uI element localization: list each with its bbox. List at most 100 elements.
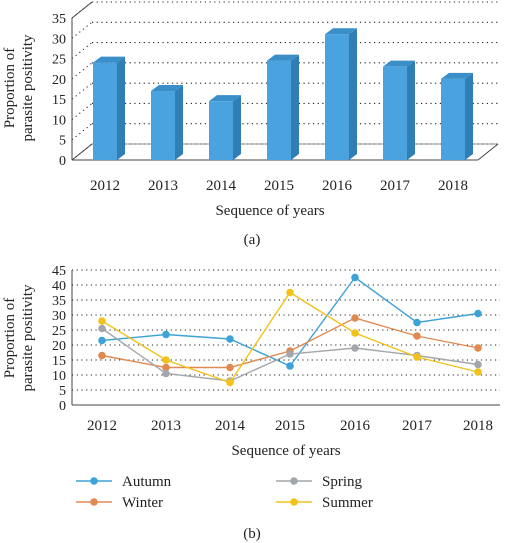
x-tick-label: 2013: [151, 418, 181, 434]
legend-swatch-marker: [90, 477, 98, 485]
legend-label: Spring: [322, 474, 363, 490]
data-point: [351, 273, 359, 282]
y-tick-label: 35: [52, 12, 66, 27]
data-point: [286, 288, 294, 297]
y-tick-label: 5: [59, 134, 66, 149]
bar: [267, 54, 299, 160]
bar-top: [209, 95, 241, 102]
y-axis-title: Proportion of parasite positivity: [2, 284, 36, 392]
y-tick-label: 5: [59, 384, 66, 399]
data-point: [98, 336, 106, 345]
x-tick-label: 2012: [87, 418, 117, 434]
bar-side: [291, 54, 299, 160]
series-spring: [98, 324, 482, 385]
y-tick-label: 10: [52, 113, 66, 128]
x-tick-label: 2018: [438, 178, 468, 194]
x-tick-label: 2015: [275, 418, 305, 434]
data-point: [162, 363, 170, 372]
x-tick-label: 2016: [340, 418, 371, 434]
data-point: [413, 353, 421, 361]
bar: [441, 72, 473, 160]
bar-front: [209, 101, 233, 160]
data-point: [351, 329, 359, 337]
y-tick-label: 40: [52, 279, 66, 294]
bar-side: [465, 72, 473, 160]
y-tick-label: 30: [52, 32, 66, 47]
frame-floor-edge: [71, 143, 93, 161]
bar-side: [349, 28, 357, 160]
bar-top: [267, 54, 299, 61]
y-tick-label: 30: [52, 309, 66, 324]
y-axis-title-line: parasite positivity: [20, 284, 36, 392]
data-point: [226, 363, 234, 372]
y-tick-label: 20: [52, 73, 66, 88]
bar-front: [267, 60, 291, 160]
legend-item-autumn: Autumn: [76, 474, 172, 490]
legend-item-summer: Summer: [276, 495, 373, 511]
series-autumn: [98, 273, 482, 370]
legend-item-spring: Spring: [276, 474, 363, 490]
frame-top-edge: [71, 1, 93, 19]
data-point: [351, 314, 359, 322]
bar-side: [117, 56, 125, 160]
legend-item-winter: Winter: [76, 495, 163, 511]
panel-a-label: (a): [244, 232, 261, 248]
bar-front: [151, 91, 175, 160]
bar-top: [93, 56, 125, 63]
data-point: [98, 351, 106, 360]
x-tick-label: 2012: [90, 178, 120, 194]
data-point: [351, 344, 359, 352]
y-axis-title-line: Proportion of: [2, 298, 18, 378]
series-summer: [98, 288, 482, 387]
legend-label: Summer: [322, 495, 373, 511]
legend-swatch-marker: [290, 477, 298, 485]
bar-top: [325, 28, 357, 35]
x-tick-label: 2018: [463, 418, 493, 434]
y-tick-label: 10: [52, 369, 66, 384]
x-axis-title: Sequence of years: [215, 203, 324, 219]
data-point: [474, 360, 482, 369]
grid-line-side: [71, 42, 93, 59]
legend-swatch-marker: [290, 498, 298, 506]
legend: Autumn Winter Spring Summer: [76, 474, 373, 511]
bar-top: [383, 60, 415, 67]
y-tick-label: 0: [59, 399, 66, 414]
y-tick-label: 15: [52, 93, 66, 108]
bar-front: [441, 78, 465, 160]
y-axis-title: Proportion of parasite positivity: [2, 34, 36, 142]
data-point: [226, 335, 234, 343]
bar: [93, 56, 125, 160]
bar: [383, 60, 415, 160]
data-point: [474, 368, 482, 376]
panel-a-bar-chart: 0 5 10 15 20 25 30 35 2012 2013 2014 2015 2016 2017 20…: [2, 1, 499, 219]
floor-right-edge: [477, 143, 499, 161]
bar: [209, 95, 241, 160]
bar-front: [325, 34, 349, 160]
grid-line-side: [71, 21, 93, 39]
bar-top: [151, 85, 183, 92]
y-tick-label: 45: [52, 264, 66, 279]
x-tick-label: 2014: [206, 178, 237, 194]
y-tick-label: 25: [52, 53, 66, 68]
bar: [325, 28, 357, 160]
data-point: [162, 369, 170, 378]
bar-front: [383, 66, 407, 160]
legend-label: Autumn: [122, 474, 172, 490]
x-axis-title: Sequence of years: [231, 443, 340, 459]
data-point: [286, 350, 294, 358]
data-point: [162, 330, 170, 339]
data-point: [98, 324, 106, 333]
bar-side: [233, 95, 241, 160]
data-point: [226, 378, 234, 387]
y-tick-label: 20: [52, 339, 66, 354]
data-point: [474, 344, 482, 352]
grid-line-side: [71, 103, 93, 120]
y-tick-label: 25: [52, 324, 66, 339]
x-tick-label: 2017: [380, 178, 411, 194]
grid-line-side: [71, 62, 93, 80]
panel-b-label: (b): [243, 526, 261, 542]
y-axis-title-line: parasite positivity: [20, 34, 36, 142]
data-point: [286, 362, 294, 370]
